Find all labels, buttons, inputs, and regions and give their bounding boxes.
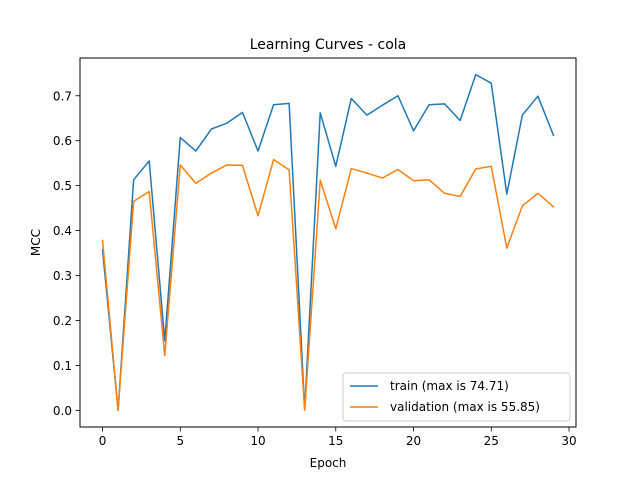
legend-label-validation: validation (max is 55.85) (390, 400, 540, 414)
x-tick-label: 5 (176, 434, 184, 448)
y-tick-label: 0.1 (53, 359, 72, 373)
y-tick-label: 0.6 (53, 134, 72, 148)
series-layer (101, 73, 555, 412)
y-axis-ticks: 0.0 0.1 0.2 0.3 0.4 0.5 0.6 0.7 (53, 89, 80, 418)
x-tick-label: 30 (561, 434, 576, 448)
y-tick-label: 0.3 (53, 269, 72, 283)
x-axis-label: Epoch (310, 456, 347, 470)
y-tick-label: 0.4 (53, 224, 72, 238)
x-axis-ticks: 0 5 10 15 20 25 30 (99, 427, 577, 448)
x-tick-label: 0 (99, 434, 107, 448)
y-tick-label: 0.5 (53, 179, 72, 193)
y-tick-label: 0.0 (53, 404, 72, 418)
validation-series-line (101, 158, 555, 412)
x-tick-label: 15 (328, 434, 343, 448)
plot-frame (79, 57, 577, 428)
x-tick-label: 10 (250, 434, 265, 448)
x-tick-label: 20 (406, 434, 421, 448)
legend: train (max is 74.71) validation (max is … (342, 372, 571, 422)
legend-label-train: train (max is 74.71) (390, 379, 509, 393)
x-tick-label: 25 (484, 434, 499, 448)
train-series-line (101, 73, 555, 412)
chart-title: Learning Curves - cola (250, 37, 407, 53)
y-tick-label: 0.7 (53, 89, 72, 103)
y-tick-label: 0.2 (53, 314, 72, 328)
legend-box (342, 372, 571, 422)
y-axis-label: MCC (29, 229, 43, 256)
